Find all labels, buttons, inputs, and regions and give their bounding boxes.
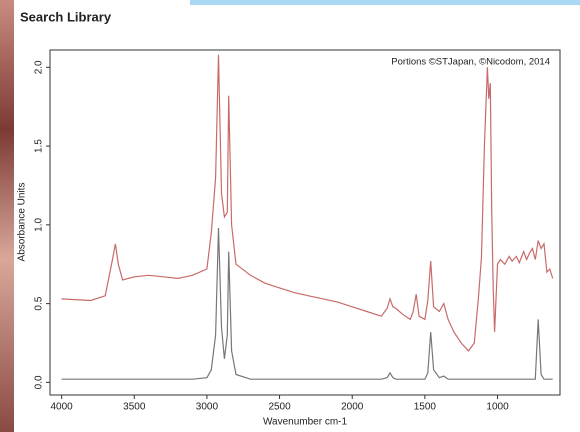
x-tick-label: 1500 <box>414 402 437 413</box>
x-tick-label: 2000 <box>341 402 364 413</box>
spectrum-line <box>61 54 554 352</box>
y-tick-label: 2.0 <box>34 60 45 74</box>
plot-frame <box>49 49 561 396</box>
x-axis-label: Wavenumber cm-1 <box>263 417 348 428</box>
spectrum-line <box>61 227 553 380</box>
y-tick-label: 1.0 <box>34 217 45 231</box>
side-strip <box>0 0 14 432</box>
y-axis-label: Absorbance Units <box>17 183 28 262</box>
x-tick-label: 4000 <box>50 402 73 413</box>
x-tick-label: 3500 <box>123 402 146 413</box>
x-tick-label: 1000 <box>486 402 509 413</box>
y-tick-label: 0.0 <box>34 375 45 389</box>
top-bar <box>190 0 580 5</box>
window-title: Search Library <box>20 9 112 24</box>
y-tick-label: 1.5 <box>34 139 45 153</box>
annotation: Portions ©STJapan, ©Nicodom, 2014 <box>391 57 550 68</box>
x-tick-label: 2500 <box>268 402 291 413</box>
x-tick-label: 3000 <box>196 402 219 413</box>
y-tick-label: 0.5 <box>34 296 45 310</box>
